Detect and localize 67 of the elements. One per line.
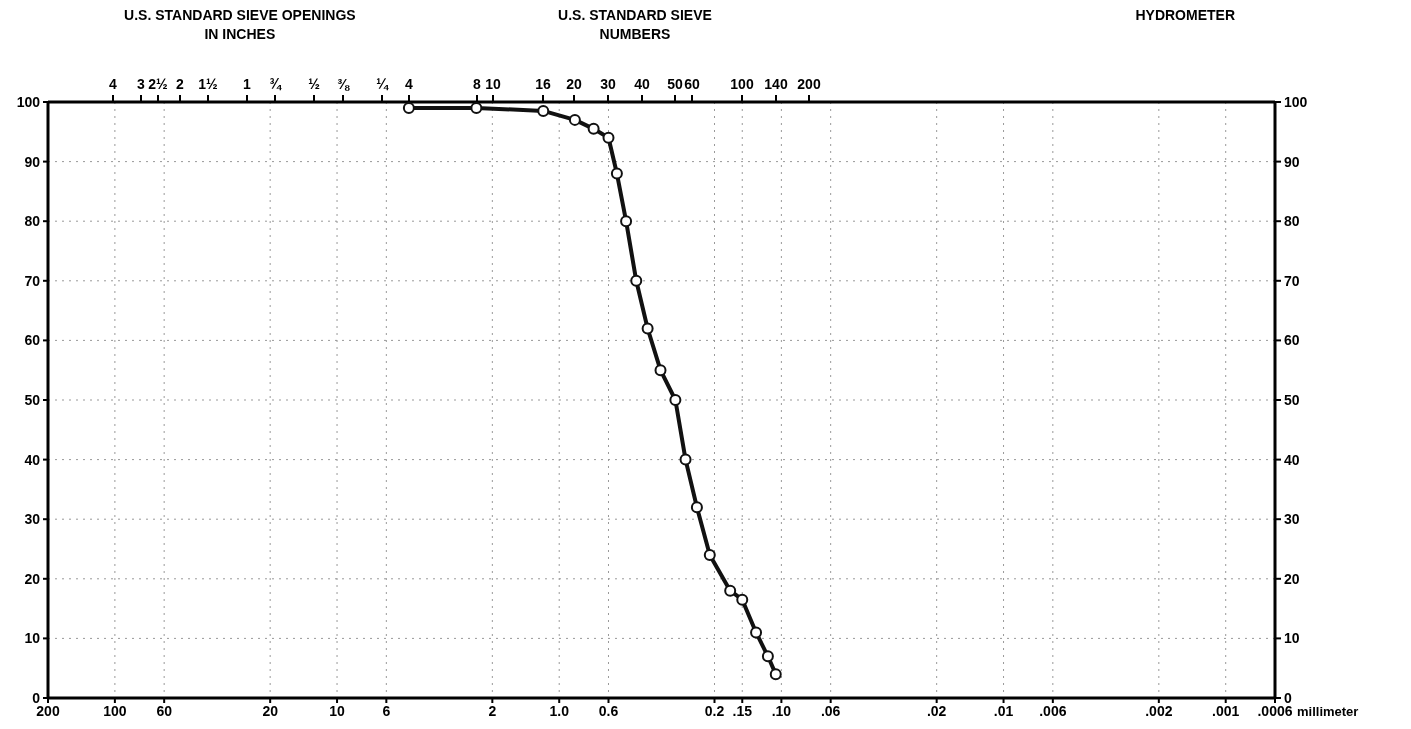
x-tick-label: .06: [820, 703, 841, 719]
text: ¼: [376, 76, 390, 92]
x-tick-label: 10: [329, 703, 346, 719]
y-tick-label: 0: [32, 690, 41, 706]
text: 140: [764, 76, 788, 92]
y-tick-label: 50: [24, 392, 41, 408]
y-tick-label: 70: [24, 272, 41, 289]
x-tick-label: 6: [382, 703, 391, 719]
text: 20: [566, 76, 582, 92]
x-tick-label: 0.2: [704, 703, 725, 719]
y2-tick-label: 10: [1284, 630, 1300, 647]
x-tick-label: 60: [156, 703, 173, 719]
y-tick-label: 20: [24, 570, 41, 587]
y-tick-label: 100: [16, 94, 41, 110]
text: 1½: [198, 76, 219, 92]
text: ½: [308, 76, 321, 92]
text: 100: [730, 76, 754, 92]
x-tick-label: 20: [262, 703, 279, 719]
x-tick-label: .01: [993, 703, 1014, 719]
y2-tick-label: 0: [1284, 690, 1292, 706]
text: 16: [535, 76, 551, 92]
x-tick-label: 1.0: [549, 703, 570, 719]
text: 50: [667, 76, 683, 92]
text: ⅜: [337, 76, 351, 92]
x-tick-label: 2: [488, 703, 497, 719]
text: 8: [473, 76, 482, 92]
x-tick-label: 200: [36, 703, 60, 719]
text: 2: [176, 76, 185, 92]
text: 1: [243, 76, 252, 92]
text: HYDROMETER: [1135, 7, 1236, 23]
y-tick-label: 10: [24, 630, 41, 647]
text: 4: [405, 76, 414, 92]
x-tick-label: 0.6: [598, 703, 619, 719]
text: U.S. STANDARD SIEVE NUMBERS: [558, 7, 712, 42]
text: 60: [684, 76, 700, 92]
y-tick-label: 90: [24, 153, 41, 170]
text: ¾: [269, 76, 283, 92]
x-tick-label: .02: [926, 703, 947, 719]
text: 200: [797, 76, 821, 92]
y-tick-label: 30: [24, 511, 41, 528]
text: 40: [634, 76, 650, 92]
x-tick-label: .10: [771, 703, 792, 719]
y2-tick-label: 60: [1284, 332, 1300, 349]
y-tick-label: 40: [24, 451, 41, 468]
y-tick-label: 80: [24, 213, 41, 230]
x-axis-title: millimeter: [1297, 704, 1359, 719]
y2-tick-label: 50: [1284, 392, 1300, 408]
y2-tick-label: 80: [1284, 213, 1300, 230]
text: 30: [600, 76, 616, 92]
y2-tick-label: 40: [1284, 451, 1300, 468]
text: 10: [485, 76, 501, 92]
text: 3: [137, 76, 146, 92]
x-tick-label: .006: [1039, 703, 1067, 719]
y-tick-label: 60: [24, 332, 41, 349]
text: U.S. STANDARD SIEVE OPENINGS IN INCHES: [124, 7, 356, 42]
x-tick-label: .001: [1212, 703, 1240, 719]
x-tick-label: .002: [1145, 703, 1173, 719]
text: 4: [109, 76, 118, 92]
y2-tick-label: 70: [1284, 272, 1300, 289]
y2-tick-label: 30: [1284, 511, 1300, 528]
text: 2½: [148, 76, 169, 92]
x-tick-label: .0006: [1257, 703, 1293, 719]
x-tick-label: 100: [103, 703, 127, 719]
y2-tick-label: 20: [1284, 570, 1300, 587]
x-tick-label: .15: [732, 703, 753, 719]
y2-tick-label: 100: [1284, 94, 1308, 110]
y2-tick-label: 90: [1284, 153, 1300, 170]
